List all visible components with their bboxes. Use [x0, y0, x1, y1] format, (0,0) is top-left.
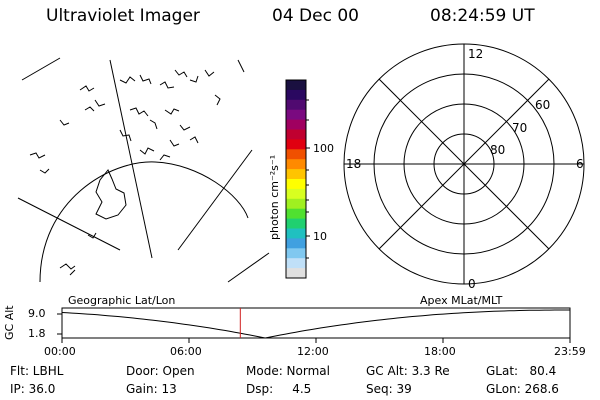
- timeline-x-tick-label: 18:00: [424, 345, 456, 358]
- map-latitude-arc: [39, 161, 249, 283]
- timeline-y-tick-label: 9.0: [28, 307, 46, 320]
- color-scale-segment: [286, 169, 306, 180]
- map-meridian-line: [109, 59, 153, 259]
- info-filter: Flt: LBHL: [10, 364, 64, 378]
- map-coastlines: [29, 69, 221, 276]
- geographic-coords-label: Geographic Lat/Lon: [68, 294, 176, 307]
- color-scale-segment: [286, 89, 306, 101]
- color-scale-bar: [286, 80, 306, 279]
- color-scale-unit-label: photon cm⁻²s⁻¹: [268, 155, 281, 240]
- mlt-label-6: 6: [576, 157, 584, 171]
- info-door: Door: Open: [126, 364, 195, 378]
- altitude-timeline-panel: [57, 307, 571, 343]
- color-scale-segment: [286, 258, 306, 269]
- color-scale-segment: [286, 179, 306, 190]
- map-meridian-line: [17, 197, 121, 251]
- mlt-label-0: 0: [468, 277, 476, 291]
- color-scale-frame: [285, 79, 307, 279]
- map-meridian-line: [237, 59, 245, 73]
- info-dsp: Dsp: 4.5: [246, 382, 312, 396]
- color-scale-segment: [286, 198, 306, 210]
- observation-date: 04 Dec 00: [272, 6, 359, 26]
- info-gc-alt: GC Alt: 3.3 Re: [366, 364, 450, 378]
- color-scale-segment: [286, 80, 306, 91]
- color-scale-tick-label: 100: [313, 142, 334, 155]
- timeline-x-tick-label: 12:00: [297, 345, 329, 358]
- timeline-x-tick-label: 06:00: [170, 345, 202, 358]
- color-scale-segment: [286, 218, 306, 229]
- info-glon: GLon: 268.6: [486, 382, 559, 396]
- mlt-label-18: 18: [346, 157, 361, 171]
- instrument-title: Ultraviolet Imager: [46, 6, 200, 26]
- map-meridian-line: [227, 252, 270, 283]
- color-scale-segment: [286, 99, 306, 111]
- observation-time: 08:24:59 UT: [430, 6, 535, 26]
- timeline-y-axis-title: GC Alt: [3, 305, 16, 340]
- color-scale-segment: [286, 238, 306, 249]
- info-mode: Mode: Normal: [246, 364, 330, 378]
- mlt-label-12: 12: [468, 47, 483, 61]
- color-scale-segment: [286, 248, 306, 259]
- timeline-y-tick-label: 1.8: [28, 327, 46, 340]
- color-scale-tick-label: 10: [313, 230, 327, 243]
- color-scale-segment: [286, 268, 306, 279]
- info-glat: GLat: 80.4: [486, 364, 557, 378]
- geographic-map-panel: [17, 57, 270, 283]
- map-meridian-line: [21, 57, 61, 81]
- timeline-x-tick-label: 00:00: [44, 345, 76, 358]
- altitude-curve: [61, 309, 570, 339]
- color-scale-segment: [286, 139, 306, 150]
- timeline-frame: [61, 307, 571, 339]
- color-scale-segment: [286, 228, 306, 239]
- color-scale-segment: [286, 119, 306, 130]
- color-scale-segment: [286, 208, 306, 220]
- mlat-label-60: 60: [535, 98, 550, 112]
- apex-coords-label: Apex MLat/MLT: [420, 294, 503, 307]
- timeline-x-tick-label: 23:59: [554, 345, 586, 358]
- mlat-label-80: 80: [490, 143, 505, 157]
- color-scale-segment: [286, 188, 306, 200]
- color-scale-segment: [286, 109, 306, 121]
- info-seq: Seq: 39: [366, 382, 412, 396]
- info-gain: Gain: 13: [126, 382, 177, 396]
- color-scale-segment: [286, 149, 306, 160]
- polar-diagonal-line: [378, 78, 550, 250]
- info-ip: IP: 36.0: [10, 382, 56, 396]
- color-scale-segment: [286, 159, 306, 170]
- map-meridian-line: [177, 149, 253, 251]
- color-scale-segment: [286, 129, 306, 140]
- mlat-label-70: 70: [512, 121, 527, 135]
- polar-grid-panel: [343, 43, 585, 285]
